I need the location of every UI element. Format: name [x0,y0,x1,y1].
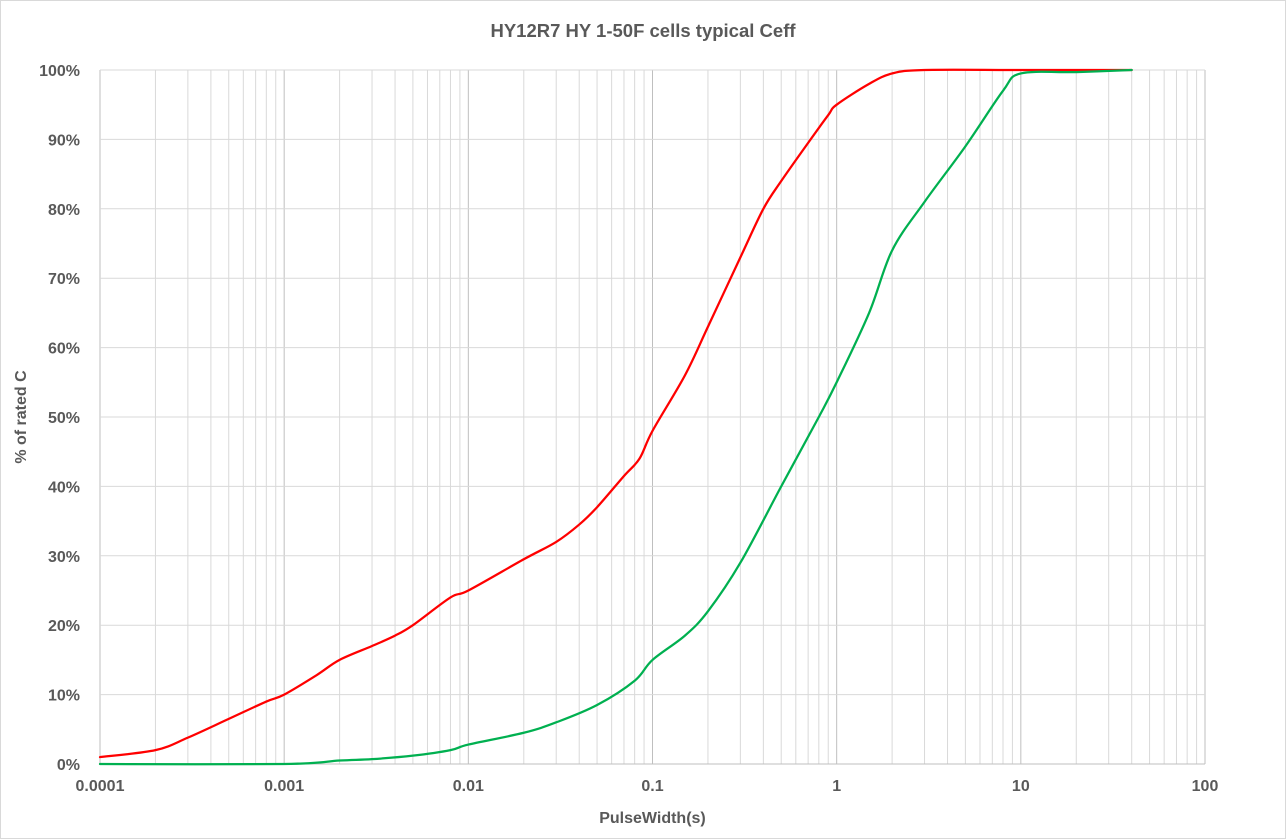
y-tick-label: 30% [48,549,80,566]
x-tick-label: 0.0001 [76,778,125,795]
y-tick-labels: 0% 10% 20% 30% 40% 50% 60% 70% 80% 90% 100% [39,63,80,774]
series-lines [98,68,1133,766]
y-tick-label: 0% [57,757,80,774]
series-line-green [98,68,1133,766]
x-tick-label: 10 [1012,778,1030,795]
y-tick-label: 70% [48,271,80,288]
y-tick-label: 60% [48,341,80,358]
x-tick-label: 1 [832,778,841,795]
series-line-red [98,68,1133,759]
y-tick-label: 90% [48,132,80,149]
chart-title: HY12R7 HY 1-50F cells typical Ceff [490,20,796,41]
y-tick-label: 50% [48,410,80,427]
y-axis-label: % of rated C [13,370,30,464]
y-tick-label: 10% [48,688,80,705]
x-tick-label: 0.01 [453,778,484,795]
x-tick-label: 100 [1192,778,1219,795]
x-tick-label: 0.001 [264,778,304,795]
x-tick-labels: 0.0001 0.001 0.01 0.1 1 10 100 [76,778,1219,795]
y-tick-label: 80% [48,202,80,219]
y-tick-label: 40% [48,479,80,496]
y-tick-label: 100% [39,63,80,80]
y-tick-label: 20% [48,618,80,635]
x-tick-label: 0.1 [641,778,663,795]
x-axis-label: PulseWidth(s) [599,810,706,827]
